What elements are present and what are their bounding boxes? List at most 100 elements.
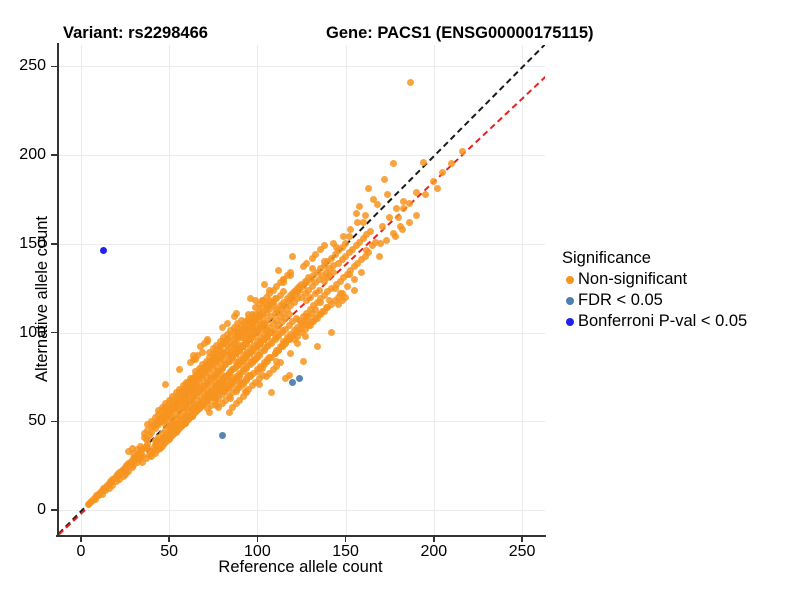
data-point bbox=[280, 337, 288, 345]
data-point bbox=[230, 323, 238, 331]
data-point bbox=[271, 350, 279, 358]
data-point bbox=[259, 371, 267, 379]
data-point bbox=[223, 336, 231, 344]
data-point bbox=[338, 256, 346, 264]
data-point bbox=[149, 423, 157, 431]
data-point bbox=[169, 401, 177, 409]
data-point bbox=[186, 375, 194, 383]
data-point bbox=[248, 318, 256, 326]
data-point bbox=[278, 343, 286, 351]
data-point bbox=[336, 277, 344, 285]
data-point bbox=[195, 405, 203, 413]
data-point bbox=[186, 378, 194, 386]
data-point bbox=[232, 385, 240, 393]
data-point bbox=[144, 421, 152, 429]
data-point bbox=[246, 361, 254, 369]
legend-item[interactable]: Non-significant bbox=[562, 269, 798, 290]
data-point bbox=[195, 368, 203, 376]
data-point bbox=[299, 322, 307, 329]
data-point bbox=[268, 353, 275, 361]
data-point bbox=[285, 336, 293, 344]
data-point bbox=[225, 380, 233, 388]
data-point bbox=[229, 380, 237, 388]
data-point bbox=[308, 282, 316, 290]
data-point bbox=[190, 355, 198, 363]
legend-dot-icon bbox=[566, 317, 574, 326]
data-point bbox=[158, 403, 166, 411]
data-point bbox=[190, 352, 198, 360]
data-point bbox=[289, 318, 297, 326]
data-point bbox=[232, 387, 240, 395]
y-axis-line bbox=[57, 43, 59, 536]
data-point bbox=[248, 311, 256, 319]
data-point bbox=[186, 414, 194, 422]
data-point bbox=[178, 394, 185, 402]
data-point bbox=[227, 332, 235, 340]
data-point bbox=[382, 236, 390, 244]
data-point bbox=[195, 378, 203, 386]
data-point bbox=[192, 382, 200, 390]
data-point bbox=[329, 261, 337, 269]
data-point bbox=[259, 309, 267, 317]
data-point bbox=[283, 336, 291, 344]
data-point bbox=[257, 348, 265, 356]
data-point bbox=[275, 346, 283, 354]
legend-items: Non-significant FDR < 0.05 Bonferroni P-va… bbox=[562, 269, 798, 332]
data-point bbox=[234, 320, 242, 328]
data-point bbox=[179, 396, 187, 404]
data-point bbox=[238, 325, 245, 333]
data-point bbox=[169, 393, 177, 401]
data-point bbox=[260, 346, 268, 354]
data-point bbox=[268, 298, 275, 306]
data-point bbox=[312, 306, 320, 314]
data-point bbox=[199, 375, 207, 383]
data-point bbox=[335, 259, 343, 267]
data-point bbox=[356, 203, 364, 211]
identity-reference-line bbox=[58, 45, 545, 535]
data-point bbox=[170, 401, 178, 409]
data-point bbox=[380, 176, 388, 184]
data-point bbox=[393, 204, 401, 212]
x-axis-tick bbox=[256, 536, 259, 542]
data-point bbox=[294, 332, 302, 340]
data-point bbox=[271, 350, 279, 358]
data-point bbox=[239, 366, 247, 374]
data-point bbox=[144, 426, 152, 434]
data-point bbox=[185, 389, 193, 397]
data-point bbox=[169, 432, 177, 440]
data-point bbox=[199, 369, 207, 377]
data-point bbox=[193, 352, 201, 360]
data-point bbox=[303, 259, 311, 267]
x-axis-tick-label: 150 bbox=[332, 543, 359, 560]
data-point bbox=[220, 339, 228, 347]
legend-item[interactable]: FDR < 0.05 bbox=[562, 290, 798, 311]
data-point bbox=[213, 341, 221, 349]
gridline-vertical bbox=[522, 45, 524, 535]
data-point bbox=[246, 371, 254, 379]
data-point bbox=[305, 286, 313, 294]
data-point bbox=[188, 375, 196, 383]
data-point bbox=[246, 359, 254, 367]
x-axis-tick-label: 200 bbox=[420, 543, 448, 560]
y-axis-tick-label: 100 bbox=[19, 323, 46, 341]
data-point bbox=[296, 316, 304, 324]
legend-item[interactable]: Bonferroni P-val < 0.05 bbox=[562, 311, 798, 332]
data-point bbox=[250, 369, 258, 377]
data-point bbox=[236, 396, 244, 404]
gridline-horizontal bbox=[58, 332, 545, 334]
data-point bbox=[200, 368, 208, 376]
data-point bbox=[227, 343, 235, 351]
data-point bbox=[213, 362, 221, 370]
data-point bbox=[220, 348, 228, 356]
data-point bbox=[290, 336, 298, 344]
data-point bbox=[278, 343, 286, 351]
data-point bbox=[227, 339, 235, 347]
data-point bbox=[301, 332, 309, 340]
data-point bbox=[257, 362, 265, 370]
data-point bbox=[319, 307, 327, 315]
data-point bbox=[363, 231, 371, 239]
data-point bbox=[276, 279, 284, 287]
data-point bbox=[257, 364, 265, 372]
data-point bbox=[296, 375, 304, 383]
